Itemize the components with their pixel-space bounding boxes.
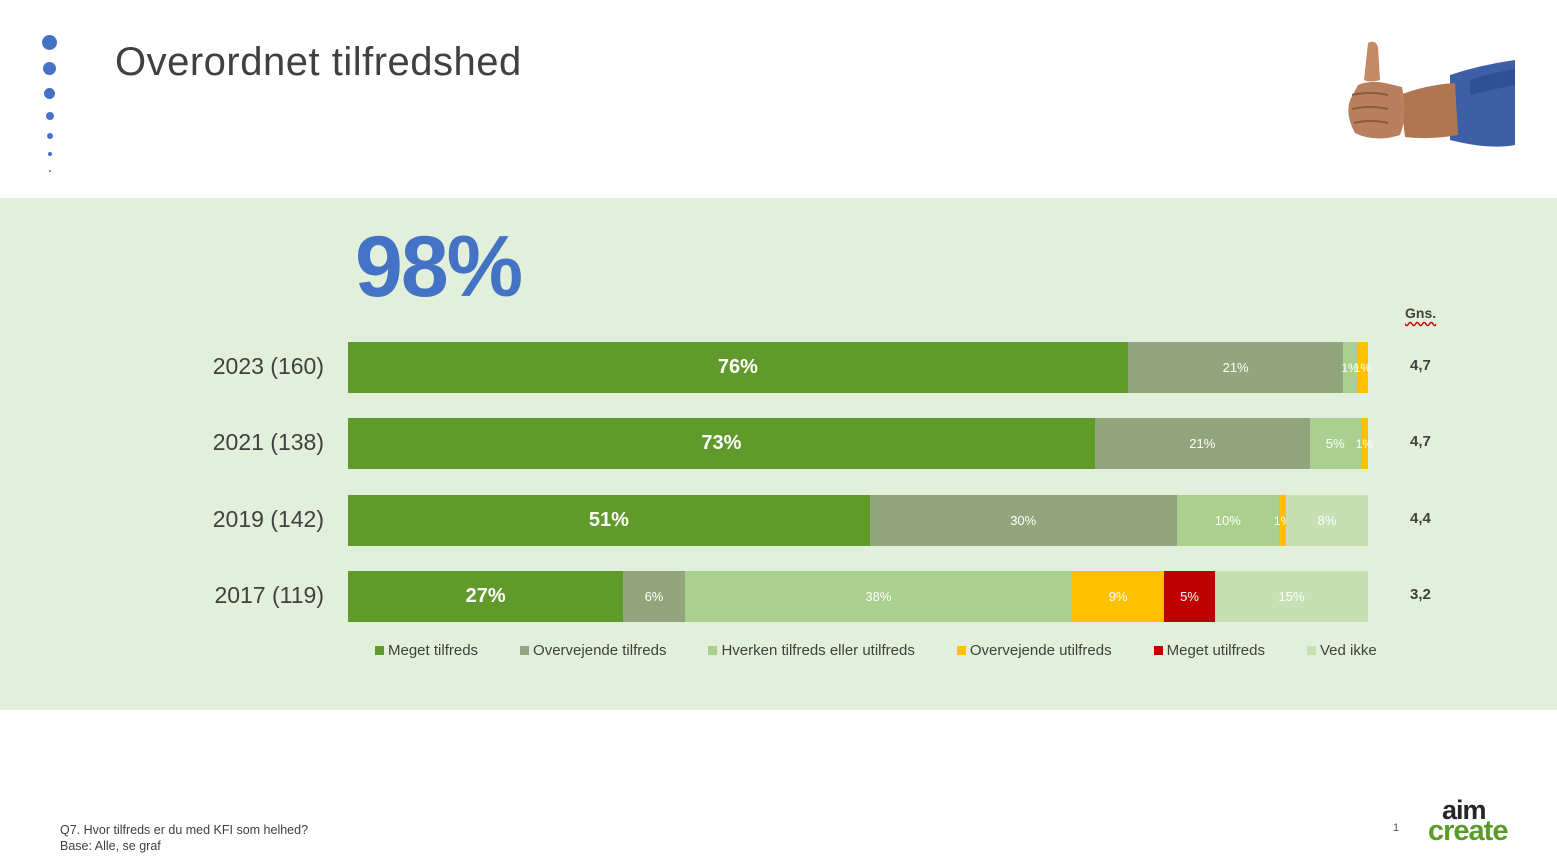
bar-segment: 21% (1127, 342, 1344, 393)
bar-segment: 51% (348, 495, 870, 546)
category-label: 2021 (138) (212, 429, 324, 455)
average-header: Gns. (1405, 305, 1437, 321)
legend-label: Ved ikke (1320, 641, 1377, 659)
legend-swatch (520, 645, 530, 655)
legend-label: Meget utilfreds (1166, 641, 1265, 659)
legend-item: Ved ikke (1307, 640, 1377, 660)
headline-percentage: 98% (355, 219, 523, 315)
bar-segment: 27% (348, 571, 624, 622)
legend-item: Meget utilfreds (1153, 640, 1265, 660)
legend-item: Meget tilfreds (375, 640, 478, 660)
bar-segment: 5% (1164, 571, 1215, 622)
dot (44, 88, 55, 99)
legend-label: Meget tilfreds (388, 641, 479, 659)
dot (43, 62, 56, 75)
legend-label: Overvejende tilfreds (533, 641, 667, 659)
logo-create-text: create (1428, 815, 1508, 847)
dot (42, 35, 57, 50)
dot (47, 133, 53, 139)
legend-swatch (708, 645, 718, 655)
bar-segment: 1% (1354, 342, 1371, 393)
aim-create-logo: aim create (1428, 795, 1528, 850)
legend-item: Overvejende tilfreds (520, 640, 666, 660)
legend-item: Hverken tilfreds eller utilfreds (708, 640, 915, 660)
average-value: 4,4 (1410, 510, 1431, 527)
bar-segment: 5% (1309, 418, 1361, 469)
footer-base: Base: Alle, se graf (60, 839, 161, 853)
dot (48, 152, 52, 156)
bar-segment: 73% (348, 418, 1095, 469)
dot (49, 170, 51, 172)
bar-segment: 21% (1094, 418, 1310, 469)
bar-row: 73% 21% 5% 1% (348, 418, 1373, 469)
legend-swatch (375, 645, 384, 655)
footer-question: Q7. Hvor tilfreds er du med KFI som helh… (60, 823, 309, 837)
legend-item: Overvejende utilfreds (956, 640, 1112, 660)
bar-segment: 76% (348, 342, 1128, 393)
bar-segment: 1% (1274, 495, 1291, 546)
bar-row: 27% 6% 38% 9% 5% 15% (348, 571, 1368, 622)
bar-segment: 15% (1215, 571, 1368, 622)
category-label: 2023 (160) (212, 353, 324, 379)
legend-swatch (956, 645, 966, 655)
bar-segment: 1% (1356, 418, 1373, 469)
dot (46, 112, 54, 120)
category-label: 2019 (142) (212, 506, 324, 532)
footer-note: Q7. Hvor tilfreds er du med KFI som helh… (60, 822, 308, 854)
average-value: 3,2 (1410, 586, 1431, 603)
legend-label: Hverken tilfreds eller utilfreds (721, 641, 915, 659)
bar-segment: 8% (1286, 495, 1368, 546)
bar-segment: 10% (1176, 495, 1279, 546)
legend-swatch (1153, 645, 1163, 655)
page-number: 1 (1393, 822, 1400, 834)
bar-segment: 30% (869, 495, 1177, 546)
bar-segment: 9% (1072, 571, 1164, 622)
thumbs-up-icon (1348, 41, 1515, 147)
bar-row: 51% 30% 10% 1% 8% (348, 495, 1368, 546)
average-value: 4,7 (1410, 357, 1431, 374)
bar-segment: 38% (684, 571, 1073, 622)
chart-legend: Meget tilfreds Overvejende tilfreds Hverke… (375, 640, 1419, 660)
decorative-dots (40, 35, 60, 180)
bar-row: 76% 21% 1% 1% (348, 342, 1371, 393)
slide-title: Overordnet tilfredshed (115, 40, 522, 84)
legend-swatch (1307, 645, 1316, 655)
logo-aim-text: aim (1442, 795, 1487, 825)
average-value: 4,7 (1410, 433, 1431, 450)
bar-segment: 1% (1341, 342, 1359, 393)
category-label: 2017 (119) (214, 582, 324, 608)
bar-segment: 6% (623, 571, 685, 622)
legend-label: Overvejende utilfreds (969, 641, 1112, 659)
